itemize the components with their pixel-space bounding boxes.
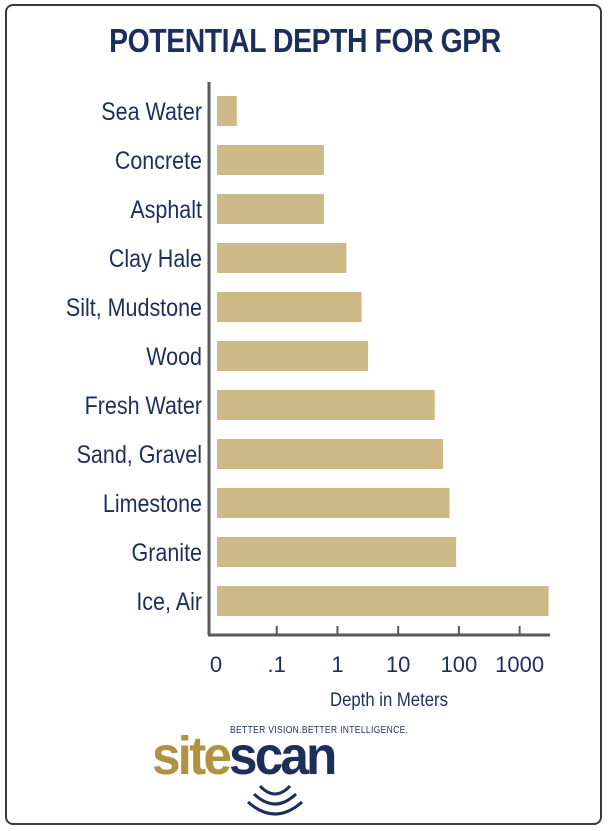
category-label: Granite bbox=[132, 538, 202, 566]
category-label: Asphalt bbox=[130, 195, 202, 223]
x-tick-label: .1 bbox=[268, 652, 286, 677]
x-tick-label: 10 bbox=[386, 652, 410, 677]
category-label: Ice, Air bbox=[136, 587, 202, 615]
category-label: Concrete bbox=[115, 146, 202, 174]
logo-tagline: BETTER VISION.BETTER INTELLIGENCE. bbox=[230, 725, 409, 736]
x-tick-label: 1000 bbox=[495, 652, 544, 677]
logo-word-scan: scan bbox=[229, 726, 337, 786]
bar bbox=[217, 390, 435, 420]
bar-chart: Sea Water Concrete Asphalt Clay Hale Silt, M… bbox=[66, 82, 550, 710]
x-tick-label: 1 bbox=[331, 652, 343, 677]
category-label: Sea Water bbox=[101, 97, 202, 125]
category-label: Sand, Gravel bbox=[77, 440, 202, 468]
bar bbox=[217, 292, 362, 322]
signal-waves-icon bbox=[247, 784, 303, 816]
logo-wordmark: sitescan bbox=[152, 725, 337, 787]
x-tick-label: 100 bbox=[441, 652, 478, 677]
bar bbox=[217, 488, 450, 518]
bar bbox=[217, 243, 347, 273]
bar bbox=[217, 537, 457, 567]
sitescan-logo: BETTER VISION.BETTER INTELLIGENCE. sites… bbox=[150, 722, 420, 822]
x-axis-title: Depth in Meters bbox=[330, 689, 448, 710]
category-label: Silt, Mudstone bbox=[66, 293, 202, 321]
x-tick-label: 0 bbox=[210, 652, 222, 677]
bar bbox=[217, 341, 369, 371]
bar bbox=[217, 145, 324, 175]
bar bbox=[217, 96, 237, 126]
logo-word-site: site bbox=[152, 726, 232, 786]
chart-title: POTENTIAL DEPTH FOR GPR bbox=[109, 22, 501, 59]
bar bbox=[217, 586, 549, 616]
category-label: Limestone bbox=[103, 489, 202, 517]
bar bbox=[217, 439, 444, 469]
category-label: Fresh Water bbox=[85, 391, 203, 419]
category-label: Clay Hale bbox=[109, 244, 202, 272]
category-label: Wood bbox=[146, 342, 202, 370]
bar bbox=[217, 194, 324, 224]
